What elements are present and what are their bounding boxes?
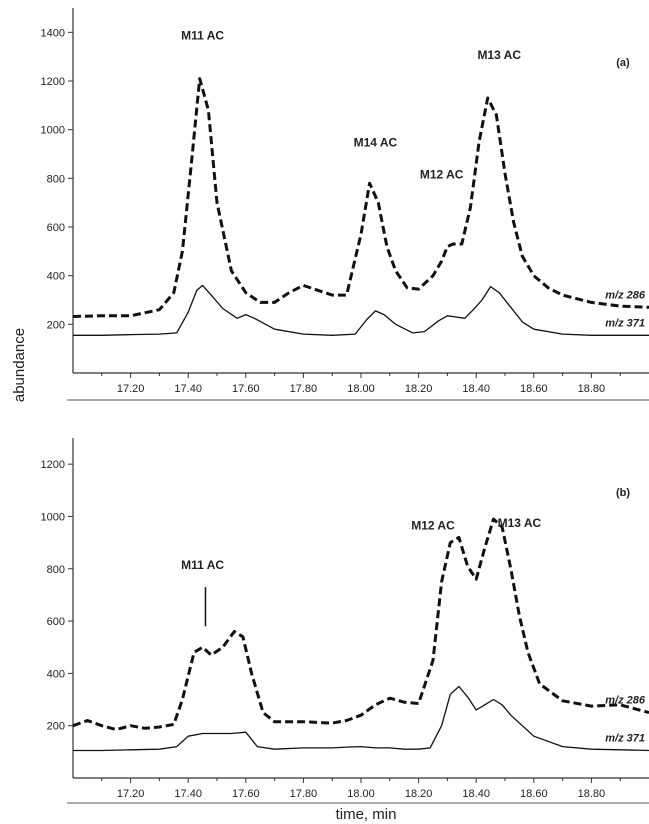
series-label: m/z 371	[605, 317, 645, 329]
x-tick-label: 18.80	[578, 383, 606, 395]
x-tick-label: 18.60	[520, 788, 548, 800]
series-line-mz-371	[73, 284, 649, 336]
y-tick-label: 400	[47, 668, 65, 680]
x-tick-label: 17.40	[174, 788, 202, 800]
x-tick-label: 17.40	[174, 383, 202, 395]
x-tick-label: 18.00	[347, 383, 375, 395]
x-tick-label: 17.60	[232, 788, 260, 800]
x-tick-label: 18.20	[405, 383, 433, 395]
series-label: m/z 286	[605, 695, 646, 707]
x-tick-label: 17.80	[290, 383, 318, 395]
x-axis-title: time, min	[336, 806, 397, 823]
x-tick-label: 17.80	[290, 788, 318, 800]
peak-annotation: M12 AC	[420, 167, 464, 181]
y-tick-label: 600	[47, 222, 65, 234]
series-line-mz-286	[72, 77, 649, 318]
series-line-mz-371	[73, 685, 649, 752]
x-tick-label: 17.20	[117, 788, 145, 800]
x-tick-label: 18.40	[462, 788, 490, 800]
y-tick-label: 600	[47, 616, 65, 628]
y-tick-label: 1000	[41, 125, 65, 137]
x-tick-label: 18.20	[405, 788, 433, 800]
y-tick-label: 1200	[41, 459, 65, 471]
chart-panel-b: 17.20 17.40 17.60 17.80 18.00 18.20 18.40 18.60…	[41, 438, 649, 804]
series-label: m/z 286	[605, 289, 646, 301]
y-tick-label: 1200	[41, 76, 65, 88]
y-tick-label: 800	[47, 173, 65, 185]
peak-annotation: M13 AC	[498, 516, 542, 530]
peak-annotation: M14 AC	[354, 136, 398, 150]
peak-annotation: M13 AC	[477, 48, 521, 62]
x-tick-label: 18.40	[462, 383, 490, 395]
x-tick-label: 18.80	[578, 788, 606, 800]
y-tick-label: 1000	[41, 511, 65, 523]
y-tick-label: 200	[47, 319, 65, 331]
chart-panel-a: 17.20 17.40 17.60 17.80 18.00 18.20 18.40 18.60…	[41, 8, 649, 401]
x-tick-label: 18.60	[520, 383, 548, 395]
y-tick-label: 400	[47, 271, 65, 283]
panel-label: (b)	[616, 487, 630, 499]
x-tick-label: 17.60	[232, 383, 260, 395]
x-tick-label: 17.20	[117, 383, 145, 395]
y-axis-title: abundance	[11, 328, 28, 402]
y-tick-label: 1400	[41, 27, 65, 39]
x-tick-label: 18.00	[347, 788, 375, 800]
panel-label: (a)	[616, 57, 630, 69]
series-label: m/z 371	[605, 733, 645, 745]
y-tick-label: 200	[47, 721, 65, 733]
y-tick-label: 800	[47, 564, 65, 576]
peak-annotation: M11 AC	[181, 558, 224, 572]
peak-annotation: M12 AC	[411, 519, 455, 533]
series-line-mz-286	[72, 517, 649, 732]
peak-annotation: M11 AC	[181, 29, 224, 43]
